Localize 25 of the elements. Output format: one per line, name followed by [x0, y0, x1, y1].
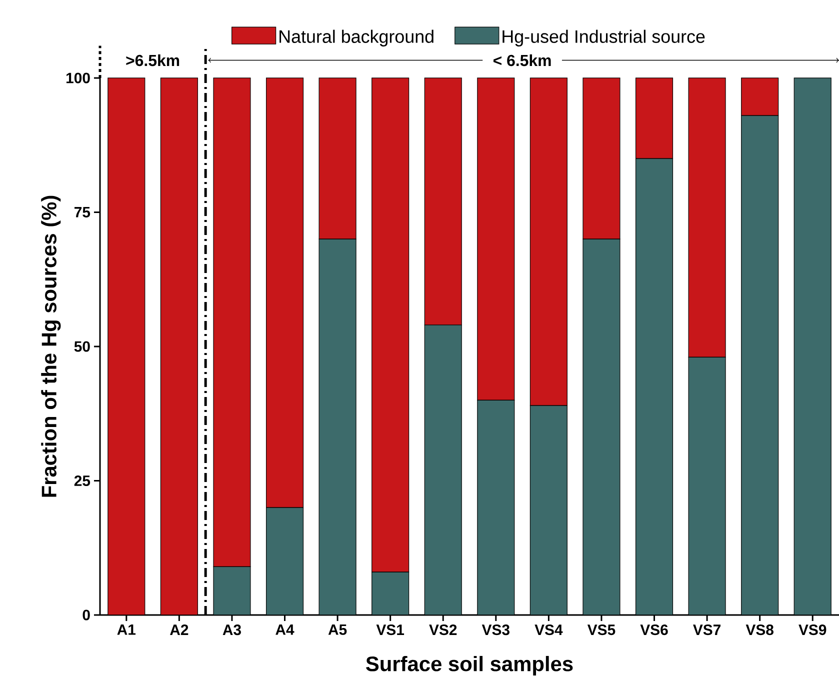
x-tick-label: A2 — [170, 624, 188, 635]
legend-label: Hg-used Industrial source — [502, 30, 705, 46]
x-tick-label: VS9 — [798, 624, 826, 636]
text: < 6.5km — [494, 54, 551, 66]
x-tick-label: A4 — [276, 624, 294, 635]
x-tick-label: VS3 — [482, 624, 510, 636]
x-tick-label: VS4 — [534, 624, 563, 636]
x-tick-label: VS1 — [376, 624, 404, 636]
text: >6.5km — [126, 54, 180, 66]
x-tick-label: A1 — [117, 624, 136, 635]
x-tick-label: VS7 — [693, 624, 721, 636]
legend-label: Natural background — [280, 30, 434, 46]
x-tick-label: A3 — [222, 624, 241, 636]
y-tick-label: 50 — [74, 341, 90, 352]
y-tick-label: 25 — [74, 475, 90, 486]
x-axis-title: Surface soil samples — [366, 656, 573, 676]
x-tick-label: VS5 — [587, 624, 616, 636]
y-tick-label: 100 — [66, 72, 90, 84]
x-tick-label: VS8 — [746, 624, 774, 636]
y-tick-label: 75 — [74, 207, 90, 218]
y-axis-title: Fraction of the Hg sources (%) — [41, 196, 61, 497]
y-tick-label: 0 — [82, 610, 90, 620]
x-tick-label: VS6 — [640, 624, 668, 636]
x-tick-label: A5 — [328, 624, 347, 635]
x-tick-label: VS2 — [429, 624, 457, 636]
